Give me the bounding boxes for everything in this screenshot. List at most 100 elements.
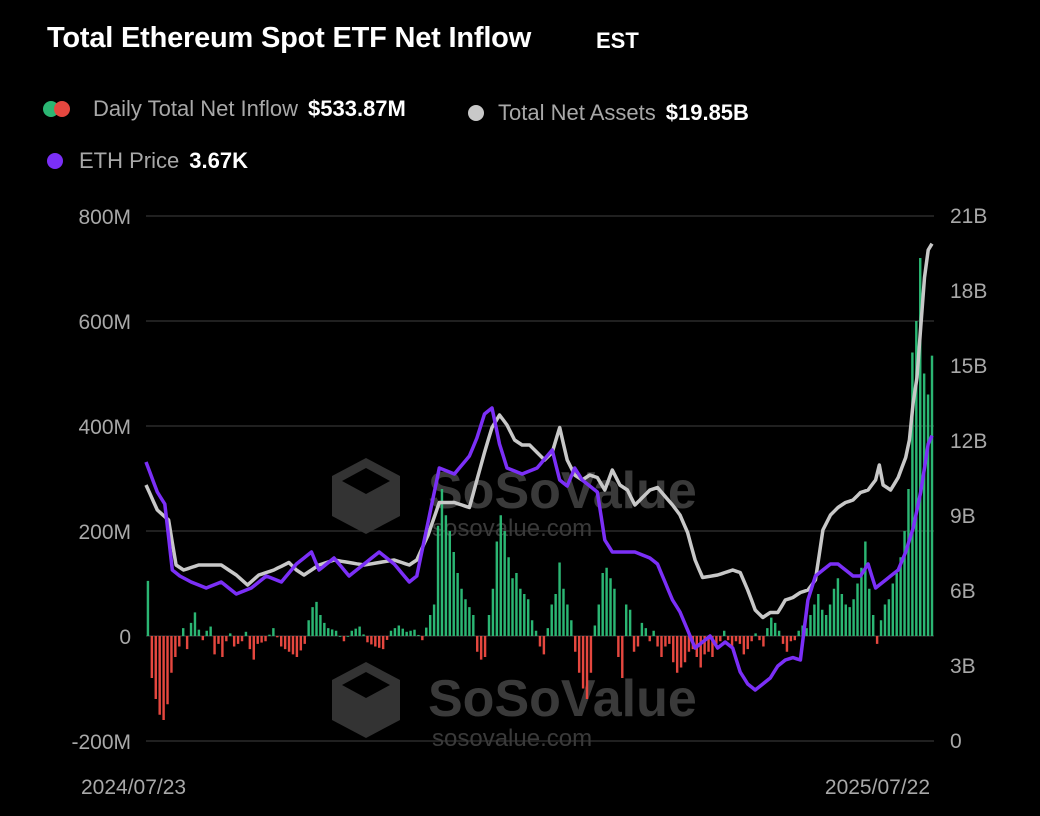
inflow-bar[interactable] <box>613 588 616 636</box>
inflow-bar[interactable] <box>209 626 212 636</box>
inflow-bar[interactable] <box>891 583 895 637</box>
inflow-bar[interactable] <box>636 636 640 647</box>
inflow-bar[interactable] <box>683 636 687 663</box>
inflow-bar[interactable] <box>374 636 377 647</box>
inflow-bar[interactable] <box>181 628 185 637</box>
inflow-bar[interactable] <box>824 615 828 636</box>
inflow-bar[interactable] <box>726 636 730 641</box>
inflow-bar[interactable] <box>871 615 875 636</box>
inflow-bar[interactable] <box>813 604 816 637</box>
inflow-bar[interactable] <box>848 607 851 637</box>
inflow-bar[interactable] <box>734 636 738 642</box>
inflow-bar[interactable] <box>648 636 651 642</box>
inflow-bar[interactable] <box>675 636 679 673</box>
eth-price-line[interactable] <box>144 406 934 692</box>
inflow-bar[interactable] <box>895 573 898 636</box>
inflow-bar[interactable] <box>225 636 228 642</box>
inflow-bar[interactable] <box>217 636 220 644</box>
inflow-bar[interactable] <box>750 636 753 642</box>
inflow-bar[interactable] <box>468 607 471 637</box>
inflow-bar[interactable] <box>232 636 236 647</box>
inflow-bar[interactable] <box>860 567 863 636</box>
inflow-bar[interactable] <box>170 636 173 673</box>
inflow-bar[interactable] <box>875 636 879 644</box>
inflow-bar[interactable] <box>589 636 593 673</box>
inflow-bar[interactable] <box>146 580 150 637</box>
inflow-bar[interactable] <box>397 625 401 637</box>
inflow-bar[interactable] <box>166 636 169 705</box>
inflow-bar[interactable] <box>742 636 746 655</box>
inflow-bar[interactable] <box>883 604 887 637</box>
inflow-bar[interactable] <box>597 604 600 637</box>
inflow-bar[interactable] <box>178 636 181 647</box>
inflow-bar[interactable] <box>338 636 342 637</box>
inflow-bar[interactable] <box>828 604 832 637</box>
inflow-bar[interactable] <box>789 636 793 642</box>
inflow-bar[interactable] <box>280 636 283 647</box>
inflow-bar[interactable] <box>174 636 177 657</box>
inflow-bar[interactable] <box>585 636 589 699</box>
inflow-bar[interactable] <box>805 628 808 637</box>
inflow-bar[interactable] <box>593 625 597 637</box>
inflow-bar[interactable] <box>413 629 416 636</box>
inflow-bar[interactable] <box>797 630 800 636</box>
inflow-bar[interactable] <box>378 636 381 648</box>
inflow-bars[interactable] <box>146 258 934 720</box>
inflow-bar[interactable] <box>652 630 655 636</box>
inflow-bar[interactable] <box>236 636 240 644</box>
inflow-bar[interactable] <box>546 628 550 637</box>
inflow-bar[interactable] <box>272 628 275 637</box>
inflow-bar[interactable] <box>746 636 749 650</box>
inflow-bar[interactable] <box>154 636 157 699</box>
inflow-bar[interactable] <box>452 552 455 636</box>
inflow-bar[interactable] <box>256 636 259 644</box>
inflow-bar[interactable] <box>401 628 404 636</box>
inflow-bar[interactable] <box>393 628 397 637</box>
inflow-bar[interactable] <box>409 630 412 636</box>
inflow-bar[interactable] <box>358 626 361 636</box>
inflow-bar[interactable] <box>287 636 291 652</box>
inflow-bar[interactable] <box>295 636 299 657</box>
inflow-bar[interactable] <box>562 588 565 636</box>
inflow-bar[interactable] <box>907 489 910 636</box>
inflow-bar[interactable] <box>660 636 663 657</box>
inflow-bar[interactable] <box>213 636 216 655</box>
inflow-bar[interactable] <box>283 636 287 650</box>
inflow-bar[interactable] <box>260 636 263 643</box>
inflow-bar[interactable] <box>315 601 318 637</box>
inflow-bar[interactable] <box>699 636 702 668</box>
inflow-bar[interactable] <box>303 636 306 644</box>
inflow-bar[interactable] <box>723 630 726 636</box>
inflow-bar[interactable] <box>719 636 722 642</box>
inflow-bar[interactable] <box>911 352 914 637</box>
inflow-bar[interactable] <box>930 355 934 636</box>
inflow-bar[interactable] <box>205 630 208 636</box>
inflow-bar[interactable] <box>268 634 271 636</box>
inflow-bar[interactable] <box>687 636 691 652</box>
inflow-bar[interactable] <box>915 321 918 636</box>
inflow-bar[interactable] <box>158 636 161 715</box>
inflow-bar[interactable] <box>229 633 232 637</box>
inflow-bar[interactable] <box>291 636 295 655</box>
inflow-bar[interactable] <box>460 588 463 636</box>
inflow-bar[interactable] <box>903 531 906 636</box>
inflow-bar[interactable] <box>162 636 165 720</box>
inflow-bar[interactable] <box>189 622 193 637</box>
inflow-bar[interactable] <box>193 612 197 637</box>
inflow-bar[interactable] <box>511 578 514 636</box>
inflow-bar[interactable] <box>264 636 267 642</box>
inflow-bar[interactable] <box>428 615 432 636</box>
inflow-bar[interactable] <box>323 622 326 637</box>
inflow-bar[interactable] <box>628 609 632 636</box>
inflow-bar[interactable] <box>530 620 534 636</box>
inflow-bar[interactable] <box>354 628 357 636</box>
inflow-bar[interactable] <box>534 630 538 636</box>
inflow-bar[interactable] <box>707 636 710 652</box>
inflow-bar[interactable] <box>299 636 303 651</box>
inflow-bar[interactable] <box>221 636 224 657</box>
inflow-bar[interactable] <box>440 489 444 636</box>
inflow-bar[interactable] <box>668 636 671 644</box>
inflow-bar[interactable] <box>319 615 322 636</box>
inflow-bar[interactable] <box>350 630 353 636</box>
